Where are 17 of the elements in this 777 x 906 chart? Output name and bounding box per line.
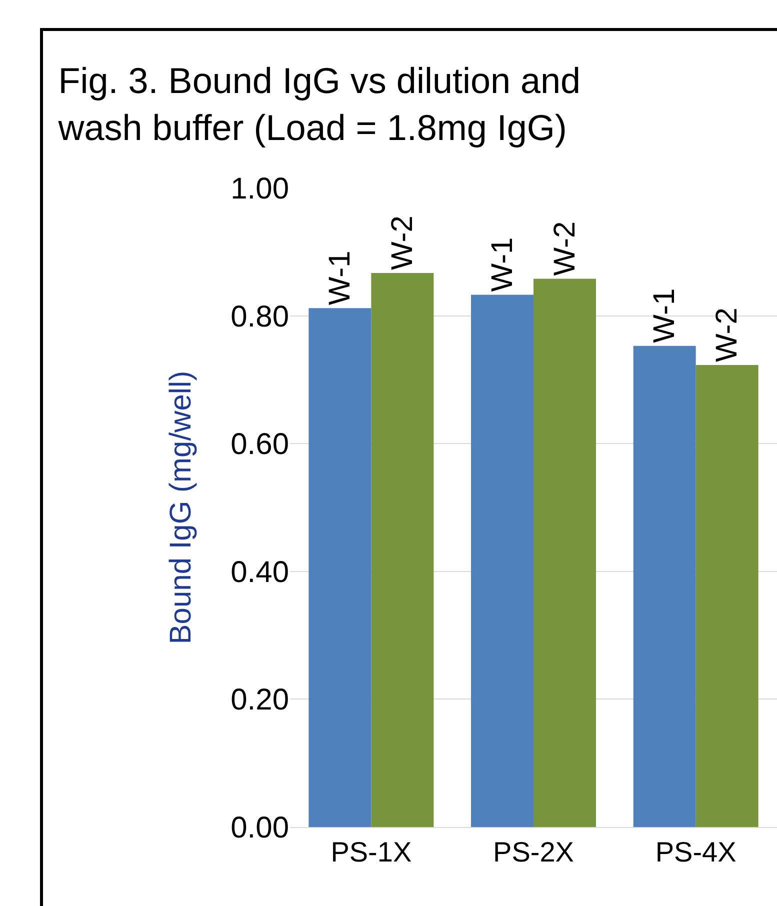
y-tick-label: 1.00 [230,172,289,206]
x-tick-label: PS-4X [655,836,737,868]
y-tick-label: 0.20 [230,684,289,717]
text: W-2 [386,216,419,270]
x-tick-label: PS-2X [493,836,574,868]
y-tick-label: 0.00 [230,812,289,844]
y-tick-label: 0.60 [230,428,289,462]
y-axis-title: Bound IgG (mg/well) [164,370,198,644]
text: W-1 [648,288,682,343]
x-tick-label: PS-1X [330,836,412,868]
text: W-1 [486,237,519,292]
text: W-2 [548,221,582,276]
text: W-2 [710,308,744,362]
y-tick-label: 0.80 [230,300,289,334]
y-tick-label: 0.40 [230,556,289,589]
chart-title: Fig. 3. Bound IgG vs dilution and wash buffer (Load = 1.8mg IgG) [57,60,581,148]
text: W-1 [323,250,356,306]
